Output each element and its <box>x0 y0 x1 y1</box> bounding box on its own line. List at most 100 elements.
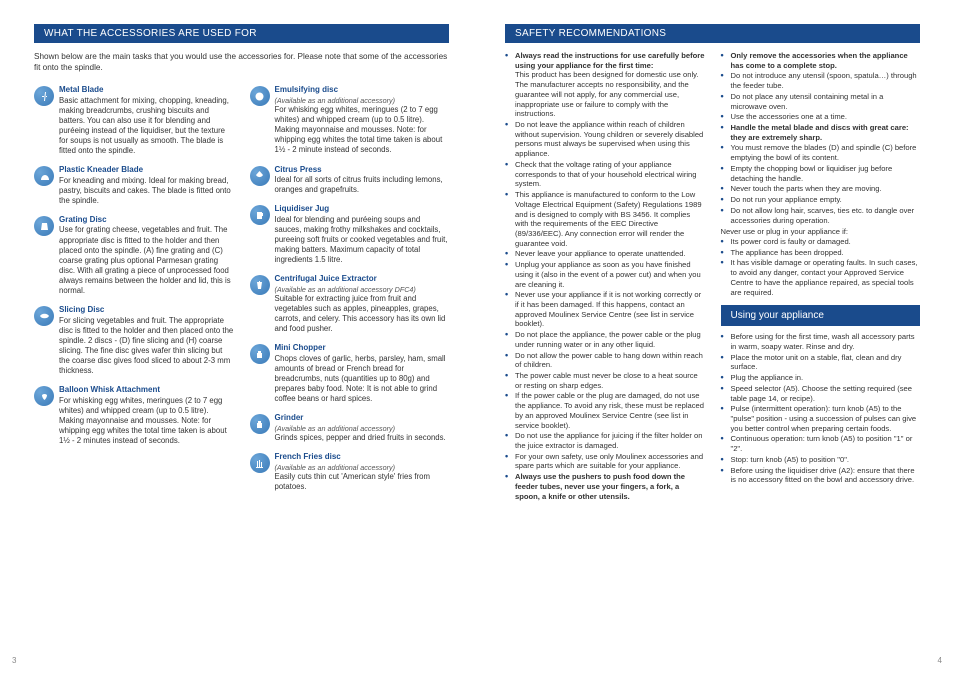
accessory-title: Metal Blade <box>59 85 234 95</box>
accessory-item: Grinder(Available as an additional acces… <box>250 413 450 443</box>
bullet-dot: • <box>721 92 731 111</box>
bullet-item: •Only remove the accessories when the ap… <box>721 51 921 70</box>
page-left: WHAT THE ACCESSORIES ARE USED FOR Shown … <box>0 0 477 675</box>
accessory-item: Metal BladeBasic attachment for mixing, … <box>34 85 234 156</box>
bullet-text: Do not use the appliance for juicing if … <box>515 431 705 450</box>
bullet-text: Never leave your appliance to operate un… <box>515 249 705 259</box>
bullet-dot: • <box>505 290 515 329</box>
accessory-title: Balloon Whisk Attachment <box>59 385 234 395</box>
accessory-availability: (Available as an additional accessory DF… <box>275 285 450 294</box>
whisk-icon <box>34 386 54 406</box>
accessory-title: Emulsifying disc <box>275 85 450 95</box>
accessory-item: Slicing DiscFor slicing vegetables and f… <box>34 305 234 376</box>
bullet-dot: • <box>721 184 731 194</box>
accessory-item: Emulsifying disc(Available as an additio… <box>250 85 450 155</box>
accessory-desc: Use for grating cheese, vegetables and f… <box>59 225 234 296</box>
accessory-title: Grating Disc <box>59 215 234 225</box>
accessory-desc: Chops cloves of garlic, herbs, parsley, … <box>275 354 450 405</box>
juice-icon <box>250 275 270 295</box>
bullet-item: •Do not run your appliance empty. <box>721 195 921 205</box>
bullet-item: •Plug the appliance in. <box>721 373 921 383</box>
bullet-dot: • <box>721 237 731 247</box>
page-right: SAFETY RECOMMENDATIONS •Always read the … <box>477 0 954 675</box>
bullet-text: Its power cord is faulty or damaged. <box>731 237 921 247</box>
slicer-icon <box>34 306 54 326</box>
bullet-item: •Do not leave the appliance within reach… <box>505 120 705 159</box>
bullet-text: You must remove the blades (D) and spind… <box>731 143 921 162</box>
bullet-dot: • <box>505 120 515 159</box>
bullet-item: •Before using for the first time, wash a… <box>721 332 921 351</box>
accessory-desc: Basic attachment for mixing, chopping, k… <box>59 96 234 157</box>
bullet-item: •Do not allow the power cable to hang do… <box>505 351 705 370</box>
accessory-item: Plastic Kneader BladeFor kneading and mi… <box>34 165 234 206</box>
accessory-title: French Fries disc <box>275 452 450 462</box>
bullet-text: Pulse (intermittent operation): turn kno… <box>731 404 921 433</box>
bullet-dot: • <box>505 190 515 248</box>
fries-icon <box>250 453 270 473</box>
accessory-item: Centrifugal Juice Extractor(Available as… <box>250 274 450 334</box>
bullet-text: It has visible damage or operating fault… <box>731 258 921 297</box>
bullet-text: The appliance has been dropped. <box>731 248 921 258</box>
bullet-item: •It has visible damage or operating faul… <box>721 258 921 297</box>
accessory-desc: Grinds spices, pepper and dried fruits i… <box>275 433 446 443</box>
accessory-desc: Ideal for blending and puréeing soups an… <box>275 215 450 266</box>
bullet-item: •Pulse (intermittent operation): turn kn… <box>721 404 921 433</box>
bullet-dot: • <box>721 258 731 297</box>
bullet-dot: • <box>505 452 515 471</box>
bullet-text: Place the motor unit on a stable, flat, … <box>731 353 921 372</box>
bullet-dot: • <box>721 164 731 183</box>
bullet-text: Unplug your appliance as soon as you hav… <box>515 260 705 289</box>
bullet-dot: • <box>721 206 731 225</box>
bullet-dot: • <box>505 160 515 189</box>
bullet-text: Do not introduce any utensil (spoon, spa… <box>731 71 921 90</box>
bullet-item: •Always read the instructions for use ca… <box>505 51 705 119</box>
bullet-item: •Do not place any utensil containing met… <box>721 92 921 111</box>
bullet-text: Check that the voltage rating of your ap… <box>515 160 705 189</box>
accessories-columns: Metal BladeBasic attachment for mixing, … <box>34 85 449 501</box>
bullet-item: •Do not use the appliance for juicing if… <box>505 431 705 450</box>
bullet-item: •Handle the metal blade and discs with g… <box>721 123 921 142</box>
bullet-dot: • <box>505 472 515 501</box>
accessory-desc: For kneading and mixing. Ideal for makin… <box>59 176 234 206</box>
page-number-left: 3 <box>12 656 16 665</box>
bullet-item: •Never use your appliance if it is not w… <box>505 290 705 329</box>
accessory-title: Centrifugal Juice Extractor <box>275 274 450 284</box>
bullet-text: Continuous operation: turn knob (A5) to … <box>731 434 921 453</box>
accessory-desc: For whisking egg whites, meringues (2 to… <box>275 105 450 156</box>
bullet-item: •The appliance has been dropped. <box>721 248 921 258</box>
bullet-dot: • <box>505 249 515 259</box>
bullet-item: •For your own safety, use only Moulinex … <box>505 452 705 471</box>
bullet-dot: • <box>721 373 731 383</box>
bullet-text: Empty the chopping bowl or liquidiser ju… <box>731 164 921 183</box>
bullet-item: •If the power cable or the plug are dama… <box>505 391 705 430</box>
bullet-item: •Never touch the parts when they are mov… <box>721 184 921 194</box>
bullet-text: Plug the appliance in. <box>731 373 921 383</box>
accessory-title: Citrus Press <box>275 165 450 175</box>
bullet-text: Do not leave the appliance within reach … <box>515 120 705 159</box>
intro-text: Shown below are the main tasks that you … <box>34 51 449 73</box>
accessory-title: Mini Chopper <box>275 343 450 353</box>
bullet-item: •Speed selector (A5). Choose the setting… <box>721 384 921 403</box>
bullet-item: •Do not place the appliance, the power c… <box>505 330 705 349</box>
grinder-icon <box>250 414 270 434</box>
jug-icon <box>250 205 270 225</box>
kneader-icon <box>34 166 54 186</box>
bullet-dot: • <box>721 404 731 433</box>
accessory-availability: (Available as an additional accessory) <box>275 96 450 105</box>
citrus-icon <box>250 166 270 186</box>
bullet-text: Handle the metal blade and discs with gr… <box>731 123 921 142</box>
bullet-dot: • <box>721 466 731 485</box>
bullet-dot: • <box>505 431 515 450</box>
bullet-item: •Do not allow long hair, scarves, ties e… <box>721 206 921 225</box>
bullet-item: •Continuous operation: turn knob (A5) to… <box>721 434 921 453</box>
bullet-text: The power cable must never be close to a… <box>515 371 705 390</box>
emulsify-icon <box>250 86 270 106</box>
accessory-desc: For whisking egg whites, meringues (2 to… <box>59 396 234 447</box>
bullet-text: Do not run your appliance empty. <box>731 195 921 205</box>
bullet-text: Never touch the parts when they are movi… <box>731 184 921 194</box>
bullet-text: Never use your appliance if it is not wo… <box>515 290 705 329</box>
chopper-icon <box>250 344 270 364</box>
bullet-dot: • <box>505 330 515 349</box>
bullet-text: Do not allow long hair, scarves, ties et… <box>731 206 921 225</box>
bullet-item: •Unplug your appliance as soon as you ha… <box>505 260 705 289</box>
